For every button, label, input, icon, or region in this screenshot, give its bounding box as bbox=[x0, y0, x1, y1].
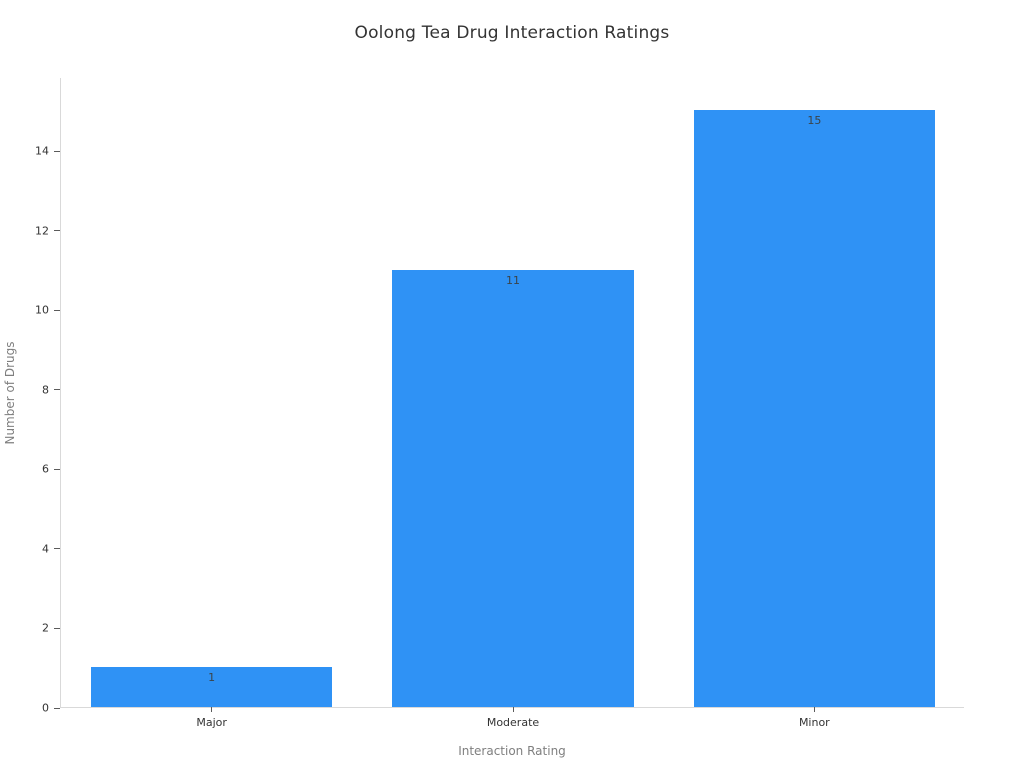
y-axis-tick-label: 4 bbox=[42, 542, 49, 556]
y-axis-tick bbox=[54, 230, 60, 232]
y-axis-tick bbox=[54, 627, 60, 629]
x-axis-tick-label: Minor bbox=[798, 716, 830, 729]
y-axis-tick bbox=[54, 707, 60, 709]
bar-minor: 15 bbox=[693, 110, 935, 707]
y-axis-tick-label: 12 bbox=[35, 224, 49, 238]
bar-moderate: 11 bbox=[392, 269, 634, 707]
y-axis-tick bbox=[54, 309, 60, 311]
y-axis-tick bbox=[54, 150, 60, 152]
x-axis-tick bbox=[813, 707, 815, 712]
x-axis-title: Interaction Rating bbox=[458, 744, 566, 758]
y-axis-tick bbox=[54, 548, 60, 550]
y-axis-tick bbox=[54, 389, 60, 391]
y-axis-tick bbox=[54, 468, 60, 470]
y-axis-title: Number of Drugs bbox=[3, 341, 17, 445]
bar-value-label: 15 bbox=[807, 114, 822, 128]
plot-area: 0 2 4 6 8 10 12 14 1 Major 11 Moderate 15 Minor bbox=[35, 78, 964, 729]
chart-title: Oolong Tea Drug Interaction Ratings bbox=[354, 23, 670, 43]
y-axis-tick-label: 10 bbox=[35, 303, 49, 317]
x-axis-tick bbox=[512, 707, 514, 712]
y-axis-tick-label: 8 bbox=[42, 383, 49, 397]
bar-value-label: 1 bbox=[208, 671, 216, 685]
x-axis-tick bbox=[211, 707, 213, 712]
x-axis-tick-label: Moderate bbox=[486, 716, 540, 729]
y-axis-tick-label: 2 bbox=[42, 621, 49, 635]
bar-value-label: 11 bbox=[505, 273, 520, 287]
y-axis-tick-label: 0 bbox=[42, 701, 49, 715]
bar-major: 1 bbox=[91, 667, 333, 707]
y-axis-tick-label: 14 bbox=[35, 144, 49, 158]
y-axis-tick-label: 6 bbox=[42, 462, 49, 476]
x-axis-tick-label: Major bbox=[196, 716, 227, 729]
